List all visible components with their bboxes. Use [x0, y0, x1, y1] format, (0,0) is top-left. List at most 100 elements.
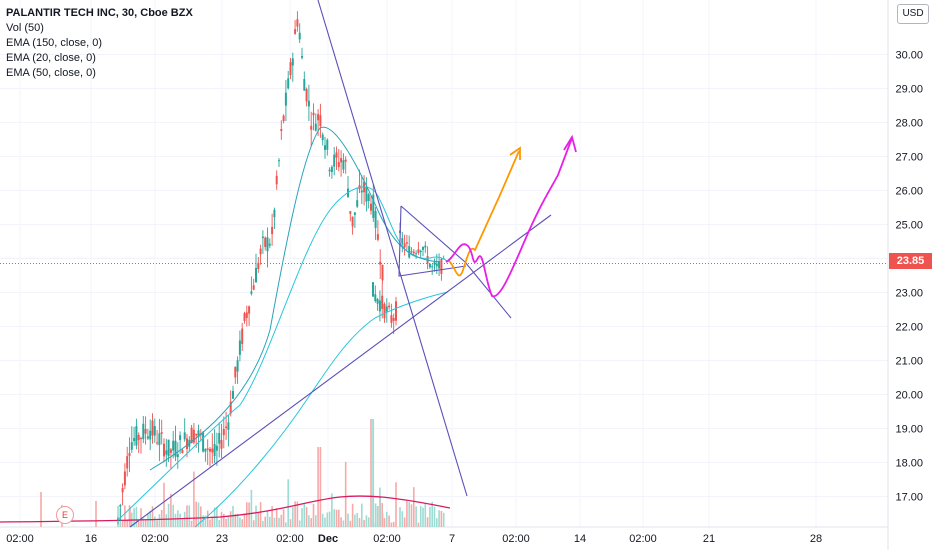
volume-bar — [344, 461, 347, 527]
candle-body — [250, 291, 253, 294]
volume-bar — [133, 508, 135, 527]
candle-body — [372, 194, 375, 218]
volume-bar — [223, 513, 225, 527]
candle-body — [160, 432, 163, 434]
volume-bar — [165, 514, 168, 527]
volume-bar — [209, 519, 211, 527]
candle-body — [264, 237, 267, 248]
volume-bar — [426, 517, 429, 527]
candle-body — [424, 245, 427, 248]
volume-bar — [197, 502, 200, 527]
candle-body — [440, 258, 443, 274]
candle-body — [128, 452, 131, 456]
ema-150-line — [194, 291, 449, 528]
orange-projection-path[interactable] — [447, 150, 520, 277]
rising-trendline[interactable] — [129, 214, 552, 528]
volume-bar — [229, 511, 232, 527]
y-tick-label: 17.00 — [895, 491, 923, 503]
volume-bar — [331, 493, 333, 527]
volume-bar — [386, 511, 388, 527]
legend-item-ema-150: EMA (150, close, 0) — [6, 37, 102, 49]
candle-body — [415, 253, 418, 255]
triangle-upper-line[interactable] — [400, 205, 512, 319]
candle-body — [172, 440, 175, 451]
x-tick-label: 02:00 — [629, 533, 657, 545]
volume-bar — [151, 506, 154, 527]
triangle-lower-line[interactable] — [398, 205, 467, 277]
y-tick-label: 20.00 — [895, 389, 923, 401]
y-tick-label: 29.00 — [895, 83, 923, 95]
candle-body — [335, 152, 338, 158]
volume-bar — [315, 515, 317, 527]
candle-body — [360, 190, 363, 193]
candle-body — [296, 19, 299, 27]
volume-bar — [372, 419, 374, 527]
candle-body — [365, 186, 368, 202]
candle-body — [238, 340, 241, 355]
falling-trendline[interactable] — [317, 0, 468, 497]
volume-bar — [403, 517, 406, 527]
volume-bar — [234, 514, 237, 527]
currency-button[interactable]: USD — [897, 4, 929, 24]
candle-body — [417, 249, 420, 253]
candle-body — [266, 237, 269, 252]
candle-body — [408, 246, 411, 258]
x-tick-label: 02:00 — [276, 533, 304, 545]
candle-body — [119, 505, 122, 507]
volume-bar — [241, 519, 243, 527]
volume-bar — [419, 506, 422, 527]
volume-bar — [137, 520, 140, 527]
chart-legend: PALANTIR TECH INC, 30, Cboe BZX Vol (50)… — [6, 6, 193, 81]
candle-body — [388, 305, 391, 308]
volume-bar — [154, 516, 156, 527]
volume-bar — [186, 505, 188, 527]
volume-bar — [172, 504, 174, 527]
candle-body — [330, 166, 333, 172]
volume-bar — [278, 517, 280, 527]
candle-body — [401, 238, 404, 244]
candle-body — [392, 318, 395, 321]
candle-body — [158, 433, 161, 446]
candle-body — [287, 78, 290, 89]
volume-bar — [163, 482, 165, 527]
candle-body — [174, 440, 177, 457]
volume-bar — [365, 515, 368, 527]
candle-body — [186, 438, 188, 449]
volume-bar — [252, 520, 255, 527]
magenta-projection-path[interactable] — [445, 137, 573, 298]
y-tick-label: 28.00 — [895, 117, 923, 129]
candle-body — [257, 262, 260, 269]
volume-bar — [117, 505, 119, 527]
candle-body — [291, 58, 294, 66]
volume-bar — [140, 508, 142, 527]
earnings-marker[interactable]: E — [56, 506, 74, 524]
volume-bar — [144, 520, 147, 527]
candle-body — [190, 427, 193, 444]
volume-bar — [294, 501, 296, 527]
volume-bar — [436, 518, 438, 527]
volume-bar — [429, 506, 431, 527]
candle-body — [342, 160, 345, 170]
legend-item-ema-50: EMA (50, close, 0) — [6, 67, 96, 79]
candle-body — [381, 264, 384, 281]
volume-bar — [410, 504, 413, 527]
volume-bar — [121, 520, 124, 527]
volume-bar — [388, 515, 390, 527]
volume-bar — [406, 501, 408, 527]
volume-bar — [248, 502, 250, 527]
volume-bar — [301, 508, 303, 527]
candle-body — [367, 194, 370, 202]
volume-bar — [310, 518, 312, 527]
volume-bar — [399, 507, 401, 527]
volume-bar — [303, 503, 306, 527]
volume-bar — [349, 520, 352, 527]
x-tick-label: 02:00 — [373, 533, 401, 545]
candle-body — [321, 134, 324, 141]
ema-50-line — [149, 126, 441, 471]
volume-bar — [298, 520, 301, 527]
candle-body — [121, 488, 124, 493]
y-tick-label: 21.00 — [895, 355, 923, 367]
volume-bar — [280, 514, 283, 527]
